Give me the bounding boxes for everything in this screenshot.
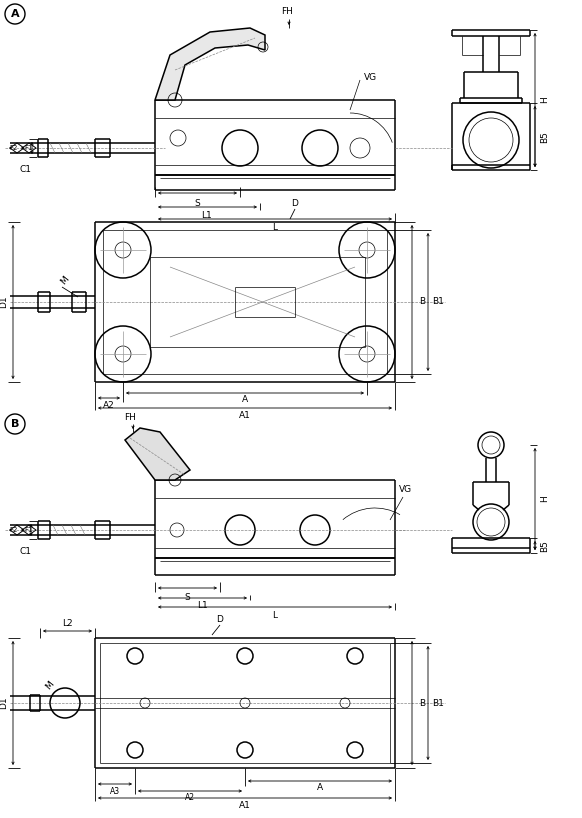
Text: H: H [541,97,549,103]
Text: B5: B5 [541,540,549,552]
Text: B1: B1 [432,699,444,708]
Text: D1: D1 [0,295,9,308]
Text: B: B [419,298,425,307]
Polygon shape [155,28,265,100]
Text: VG: VG [399,486,411,495]
Text: A2: A2 [103,401,115,410]
Text: L1: L1 [201,210,212,219]
Text: B: B [419,699,425,708]
Text: L: L [272,610,278,619]
Text: A1: A1 [239,802,251,811]
Text: M: M [44,679,56,691]
Text: D: D [292,200,299,209]
Text: M: M [59,274,71,285]
Text: S: S [184,592,190,601]
Text: FH: FH [124,414,136,423]
Text: A3: A3 [110,786,120,795]
Text: FH: FH [281,7,293,16]
Text: A: A [317,784,323,793]
Text: L: L [272,222,278,231]
Text: B: B [11,419,19,429]
Text: S: S [194,199,200,208]
Text: B5: B5 [541,131,549,143]
Text: L2: L2 [62,618,72,627]
Text: B1: B1 [432,298,444,307]
Text: F2: F2 [10,145,18,151]
Text: A: A [10,9,19,19]
Text: D1: D1 [0,697,9,709]
Text: C1: C1 [19,165,31,174]
Text: VG: VG [363,74,377,83]
Text: F1: F1 [25,145,33,151]
Text: A: A [242,395,248,404]
Text: C1: C1 [19,547,31,556]
Text: F2: F2 [10,527,18,533]
Text: D: D [217,615,223,624]
Text: A2: A2 [185,793,195,802]
Polygon shape [125,428,190,480]
Text: H: H [541,496,549,502]
Text: A1: A1 [239,411,251,420]
Text: F1: F1 [25,527,33,533]
Text: L1: L1 [197,601,207,610]
